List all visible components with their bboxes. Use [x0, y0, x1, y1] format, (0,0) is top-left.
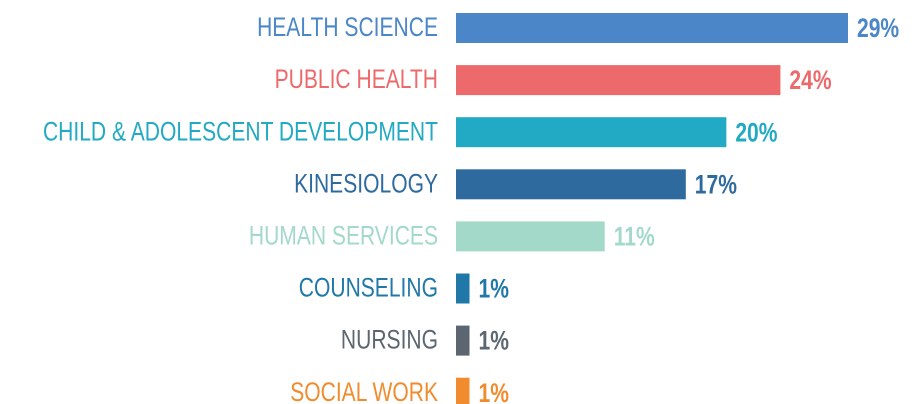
bar — [456, 117, 727, 148]
value-label: 29% — [857, 14, 899, 44]
category-label: PUBLIC HEALTH — [275, 65, 438, 95]
bar — [456, 377, 470, 404]
category-label: CHILD & ADOLESCENT DEVELOPMENT — [43, 117, 438, 147]
category-label: NURSING — [341, 325, 438, 355]
category-label: HUMAN SERVICES — [249, 221, 438, 251]
value-label: 11% — [614, 222, 655, 252]
category-label: HEALTH SCIENCE — [257, 13, 438, 43]
category-label: SOCIAL WORK — [290, 377, 438, 404]
bar — [456, 325, 470, 356]
value-label: 24% — [789, 66, 831, 96]
value-label: 20% — [735, 118, 777, 148]
bar — [456, 13, 848, 43]
bar — [456, 221, 605, 252]
value-label: 1% — [479, 274, 509, 304]
bar — [456, 169, 686, 200]
category-label: KINESIOLOGY — [294, 169, 438, 199]
value-label: 17% — [695, 170, 737, 200]
bar — [456, 273, 470, 304]
category-label: COUNSELING — [299, 273, 438, 303]
value-label: 1% — [479, 378, 509, 404]
bar — [456, 65, 781, 96]
value-label: 1% — [479, 326, 509, 356]
